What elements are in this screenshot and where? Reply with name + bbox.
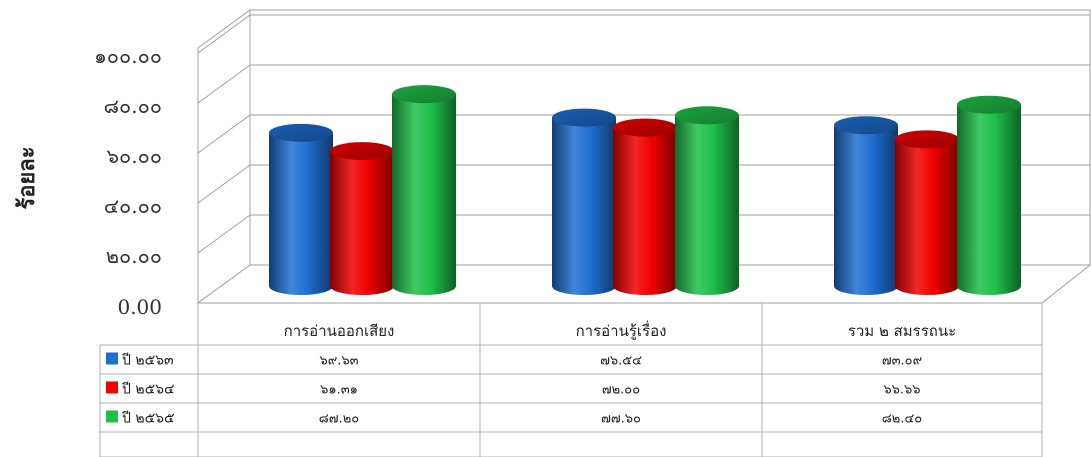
data-label: ๗๒.๐๐ bbox=[602, 383, 640, 398]
y-axis-ticks: 0.00 ๒๐.๐๐ ๔๐.๐๐ ๖๐.๐๐ ๘๐.๐๐ ๑๐๐.๐๐ bbox=[94, 44, 162, 319]
data-label: ๗๓.๐๙ bbox=[882, 354, 922, 369]
bars bbox=[269, 85, 1021, 296]
bar-body bbox=[895, 139, 959, 295]
y-tick-label: ๔๐.๐๐ bbox=[104, 194, 162, 218]
bar bbox=[269, 123, 333, 295]
bar bbox=[613, 118, 677, 295]
bar bbox=[895, 130, 959, 295]
bar-body bbox=[269, 132, 333, 295]
bar-body bbox=[834, 125, 898, 296]
category-label: การอ่านออกเสียง bbox=[284, 322, 395, 340]
y-tick-label: ๖๐.๐๐ bbox=[106, 144, 162, 168]
legend-swatch bbox=[106, 410, 118, 423]
y-tick-label: ๘๐.๐๐ bbox=[104, 94, 162, 118]
bar bbox=[675, 106, 739, 295]
bar-body bbox=[552, 117, 616, 295]
bar bbox=[834, 116, 898, 296]
gridline bbox=[197, 214, 251, 254]
bar-body bbox=[675, 115, 739, 295]
bar-top bbox=[330, 142, 394, 161]
bar-top bbox=[957, 95, 1021, 114]
data-label: ๗๗.๖๐ bbox=[601, 412, 641, 427]
legend-label: ปี ๒๕๖๓ bbox=[122, 353, 174, 369]
bar-body bbox=[613, 127, 677, 295]
data-label: ๗๖.๕๔ bbox=[600, 354, 642, 369]
gridline bbox=[197, 114, 251, 154]
bar-top bbox=[392, 85, 456, 104]
bar-top bbox=[895, 130, 959, 149]
bar-top bbox=[675, 106, 739, 125]
category-label: รวม ๒ สมรรถนะ bbox=[848, 322, 956, 340]
y-tick-label: 0.00 bbox=[117, 295, 162, 319]
y-tick-label: ๑๐๐.๐๐ bbox=[94, 44, 162, 68]
category-label: การอ่านรู้เรื่อง bbox=[576, 320, 667, 340]
bar-body bbox=[957, 104, 1021, 295]
legend-label: ปี ๒๕๖๕ bbox=[122, 411, 175, 427]
y-axis-label: ร้อยละ bbox=[15, 146, 40, 209]
bar-top bbox=[552, 108, 616, 127]
bar bbox=[957, 95, 1021, 295]
gridline bbox=[197, 14, 251, 54]
legend-swatch bbox=[106, 381, 118, 394]
gridline bbox=[197, 64, 251, 104]
bar-top bbox=[613, 118, 677, 137]
data-label: ๖๙.๖๓ bbox=[319, 354, 358, 369]
gridline bbox=[197, 164, 251, 204]
legend-label: ปี ๒๕๖๔ bbox=[122, 382, 175, 398]
bar-body bbox=[392, 94, 456, 295]
bar-top bbox=[269, 123, 333, 142]
bar-body bbox=[330, 151, 394, 295]
data-label: ๘๒.๔๐ bbox=[882, 412, 923, 427]
data-label: ๖๑.๓๑ bbox=[320, 383, 358, 398]
bar bbox=[392, 85, 456, 295]
data-label: ๖๖.๖๖ bbox=[883, 383, 920, 398]
y-tick-label: ๒๐.๐๐ bbox=[106, 244, 162, 268]
bar bbox=[552, 108, 616, 295]
legend-swatch bbox=[106, 352, 118, 365]
side-wall bbox=[197, 9, 251, 304]
data-table: การอ่านออกเสียง การอ่านรู้เรื่อง รวม ๒ สมร… bbox=[99, 303, 1043, 457]
bar bbox=[330, 142, 394, 295]
bar-top bbox=[834, 116, 898, 135]
data-label: ๘๗.๒๐ bbox=[319, 412, 360, 427]
